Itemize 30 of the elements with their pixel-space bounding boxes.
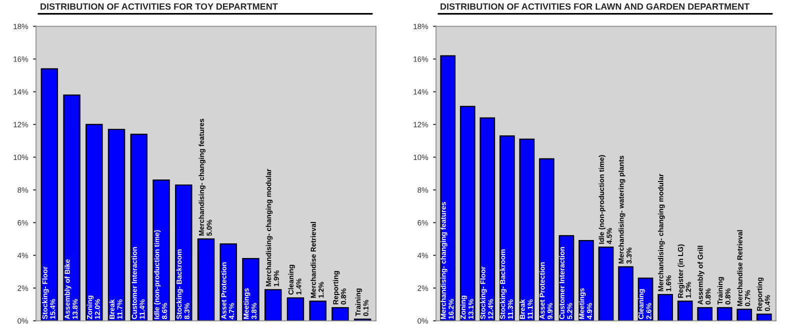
bar <box>677 300 693 321</box>
bar <box>130 134 148 321</box>
bar <box>756 314 772 321</box>
bar <box>519 138 535 321</box>
bar <box>716 307 732 321</box>
bar <box>499 135 515 321</box>
bar <box>264 289 282 321</box>
bar <box>598 246 614 321</box>
bar <box>697 307 713 321</box>
chart-title: DISTRIBUTION OF ACTIVITIES FOR TOY DEPARTMENT <box>40 3 278 10</box>
bar <box>440 55 456 321</box>
bar <box>460 106 476 321</box>
bar <box>242 258 260 321</box>
bar <box>152 180 170 321</box>
bar <box>658 294 673 321</box>
bar <box>175 184 192 321</box>
bar <box>197 238 215 321</box>
bar <box>539 158 554 321</box>
bar <box>309 300 326 321</box>
bar <box>332 307 349 321</box>
bar <box>40 68 58 321</box>
bar <box>736 308 752 321</box>
chart-title: DISTRIBUTION OF ACTIVITIES FOR LAWN AND GARDEN DEPARTMENT <box>440 3 750 10</box>
bar <box>286 297 304 321</box>
bar <box>480 117 496 321</box>
bar <box>63 94 80 321</box>
bar <box>86 124 103 321</box>
bar <box>578 240 594 321</box>
bar <box>618 266 634 321</box>
bar <box>108 128 126 321</box>
